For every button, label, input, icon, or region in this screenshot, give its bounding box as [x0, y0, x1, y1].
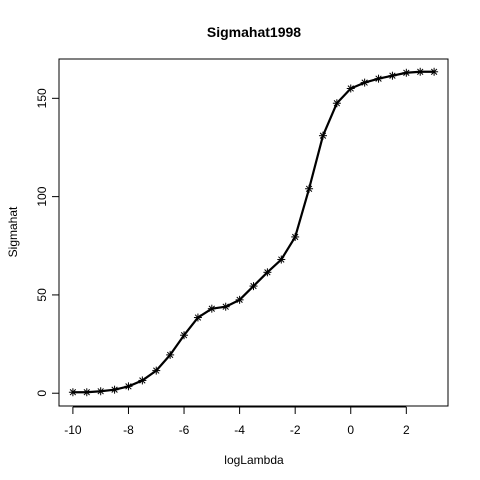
x-tick-label: 0	[347, 423, 354, 437]
x-tick-label: -6	[179, 423, 190, 437]
data-point	[82, 388, 91, 397]
x-tick-label: 2	[403, 423, 410, 437]
data-point	[416, 67, 425, 76]
data-point	[388, 71, 397, 80]
y-tick-label: 0	[35, 390, 49, 397]
x-tick-label: -4	[234, 423, 245, 437]
data-point	[166, 350, 175, 359]
x-axis-label: logLambda	[224, 453, 284, 467]
y-tick-label: 150	[35, 88, 49, 108]
data-point	[124, 382, 133, 391]
data-point	[96, 387, 105, 396]
data-point	[152, 366, 161, 375]
data-point	[346, 84, 355, 93]
y-axis-label: Sigmahat	[6, 206, 20, 257]
plot-area-frame	[58, 58, 449, 407]
y-tick-label: 50	[35, 288, 49, 302]
series-line	[71, 70, 436, 394]
data-point	[180, 331, 189, 340]
data-point	[235, 295, 244, 304]
y-axis: 0 50 100 150	[35, 88, 60, 397]
data-point	[332, 99, 341, 108]
data-point	[277, 255, 286, 264]
data-point	[193, 313, 202, 322]
data-point	[291, 232, 300, 241]
x-tick-label: -8	[123, 423, 134, 437]
x-axis: -10 -8 -6 -4 -2 0 2	[64, 406, 410, 437]
data-point	[318, 131, 327, 140]
data-point	[402, 68, 411, 77]
data-point	[374, 74, 383, 83]
x-tick-label: -2	[290, 423, 301, 437]
data-point	[68, 388, 77, 397]
data-point	[430, 67, 439, 76]
data-point	[305, 184, 314, 193]
data-point	[207, 304, 216, 313]
data-point	[138, 376, 147, 385]
data-point	[249, 282, 258, 291]
y-tick-label: 100	[35, 186, 49, 206]
data-point	[263, 268, 272, 277]
marker-layer	[68, 67, 439, 397]
data-point	[110, 385, 119, 394]
data-point	[360, 78, 369, 87]
series-layer	[71, 70, 436, 394]
chart-title: Sigmahat1998	[207, 24, 301, 40]
x-tick-label: -10	[64, 423, 82, 437]
data-point	[221, 302, 230, 311]
